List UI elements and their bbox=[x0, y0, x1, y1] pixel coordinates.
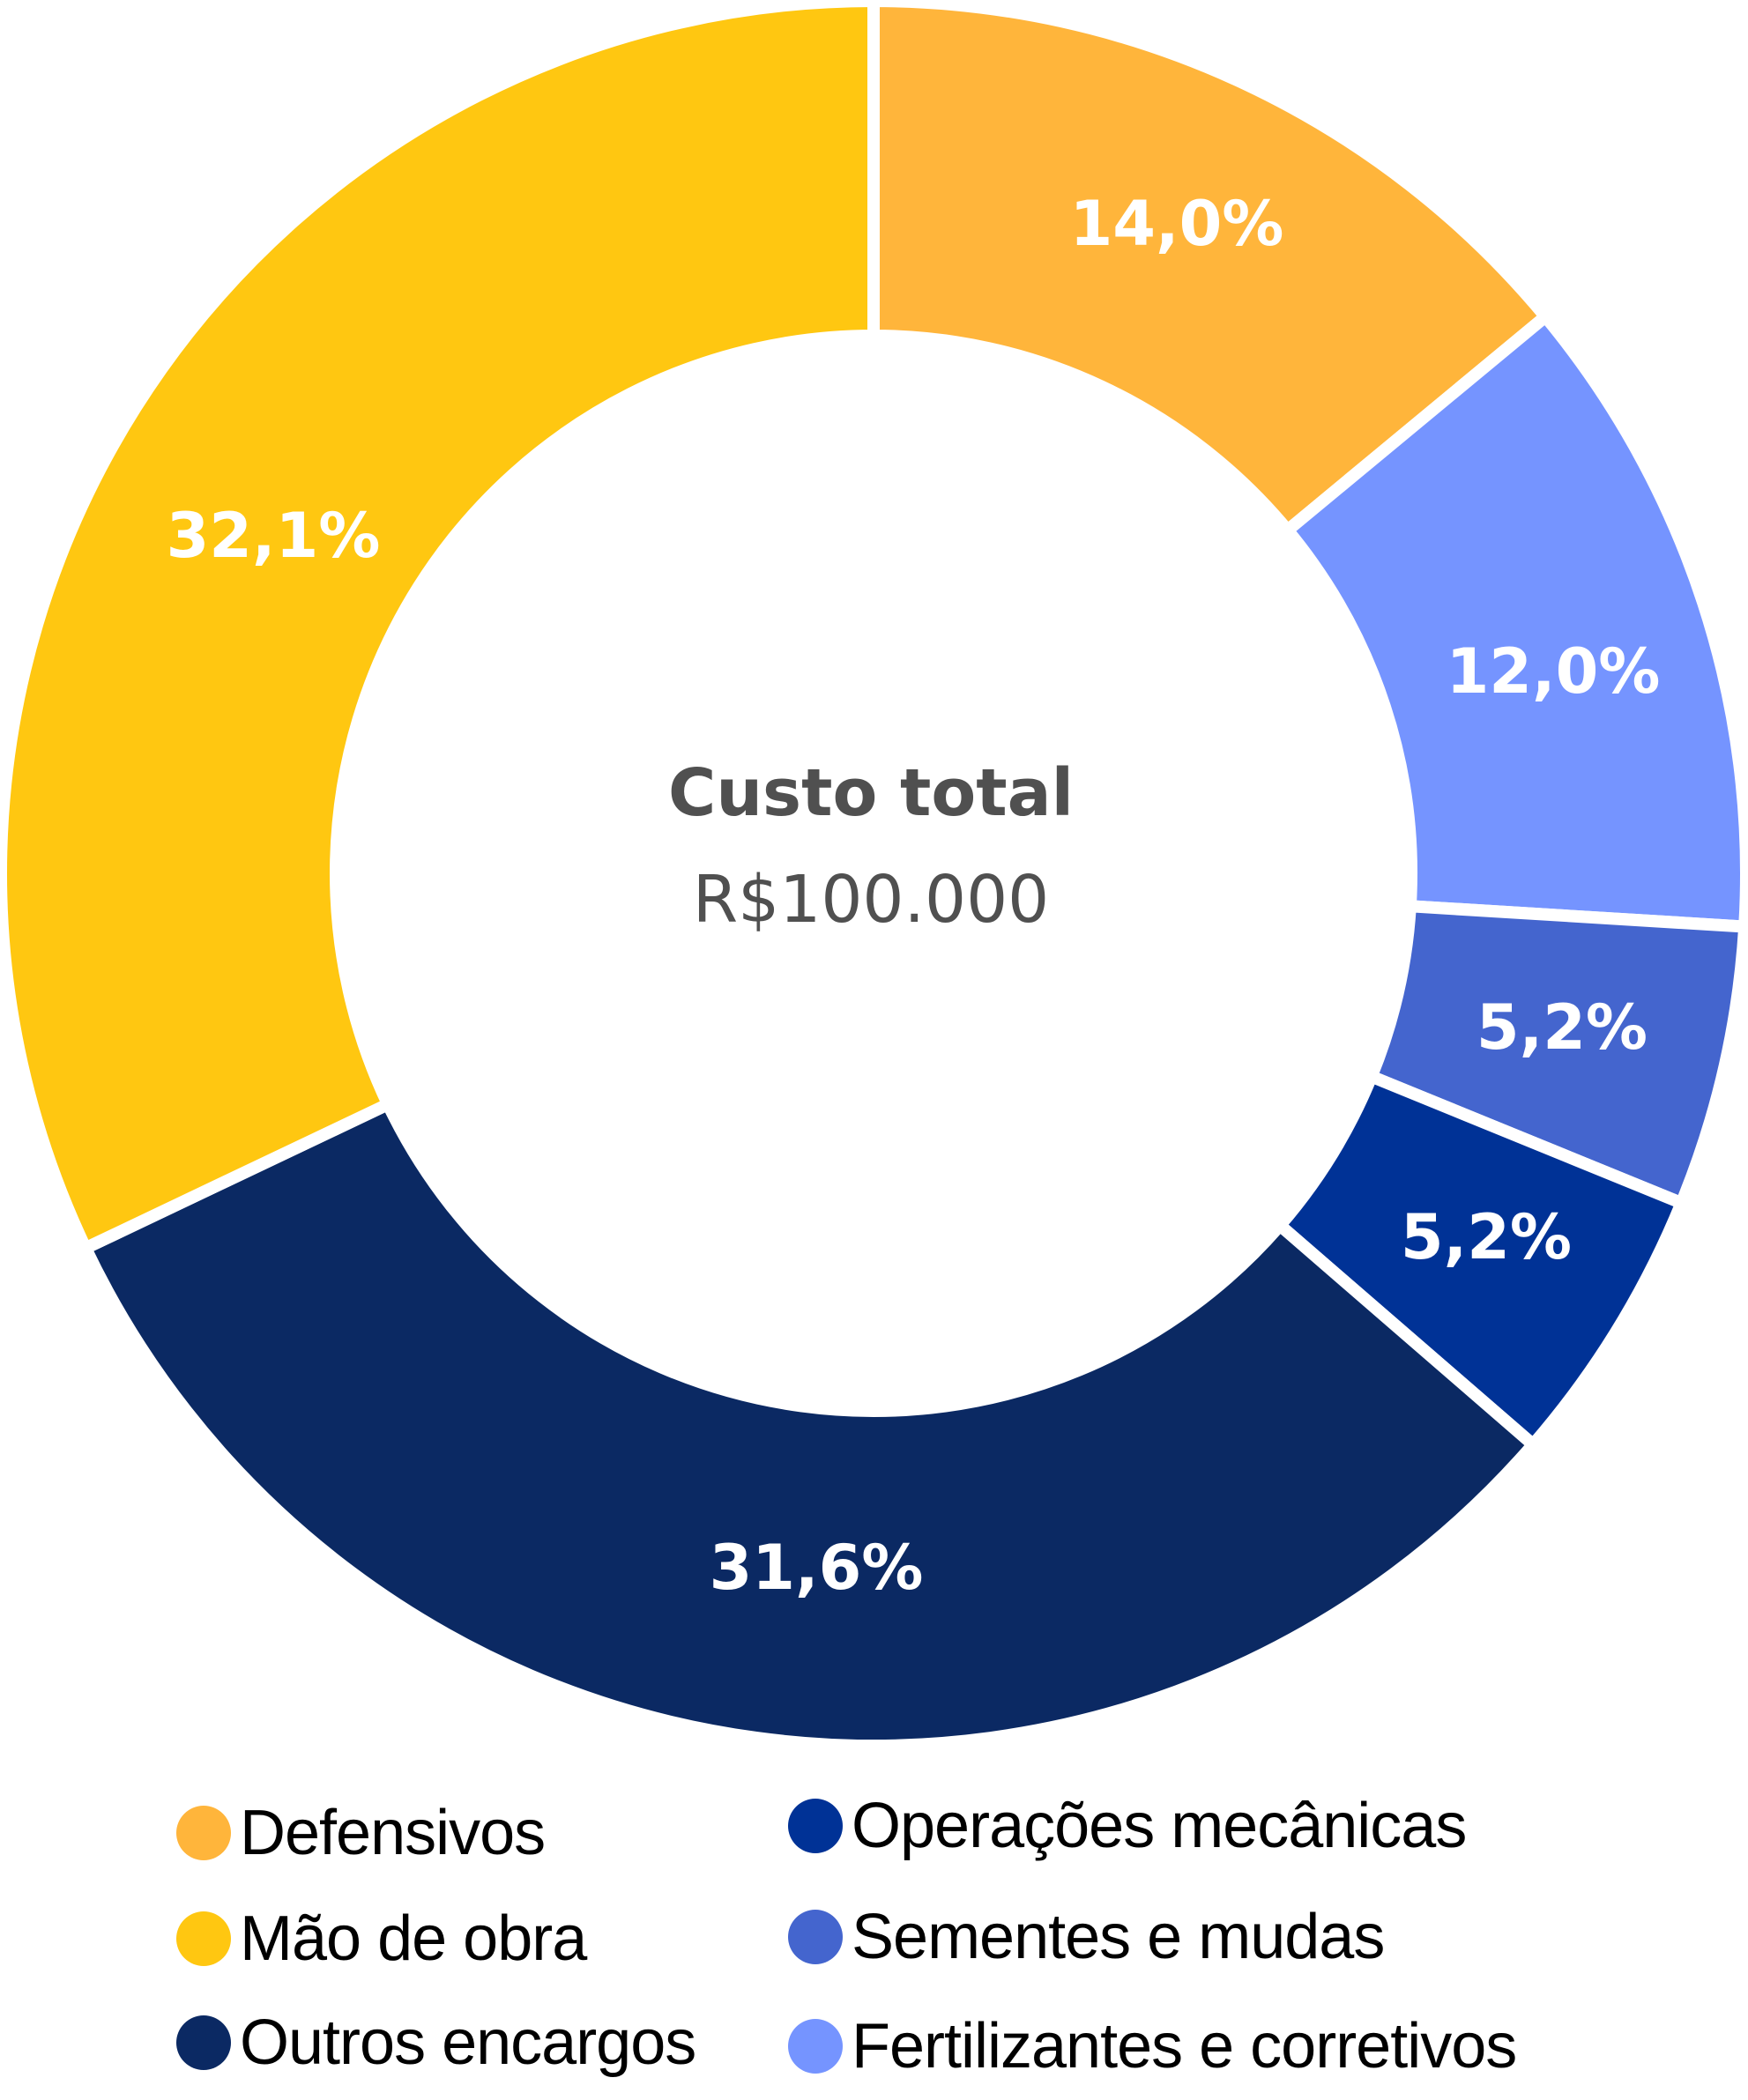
slice-label-sementes: 5,2% bbox=[1477, 991, 1648, 1064]
legend-label: Sementes e mudas bbox=[852, 1902, 1385, 1972]
slice-label-outros-encargos: 31,6% bbox=[710, 1532, 924, 1604]
slice-label-fertilizantes: 12,0% bbox=[1447, 635, 1661, 708]
donut-slice-fertilizantes-e-corretivos bbox=[1278, 308, 1748, 933]
legend-label: Outros encargos bbox=[240, 2007, 696, 2078]
donut-slices bbox=[0, 0, 1748, 1752]
legend-label: Defensivos bbox=[240, 1798, 546, 1868]
slice-labels: 14,0% 12,0% 5,2% 5,2% 31,6% 32,1% bbox=[167, 188, 1661, 1604]
donut-slice-defensivos bbox=[867, 0, 1555, 539]
center-value: R$100.000 bbox=[693, 862, 1050, 938]
donut-slice-outros-encargos bbox=[77, 1095, 1543, 1752]
slice-label-mao-de-obra: 32,1% bbox=[167, 500, 381, 572]
legend-dot-icon bbox=[176, 1911, 231, 1966]
legend-item-operacoes-mecanicas: Operações mecânicas bbox=[788, 1782, 1467, 1870]
legend-item-defensivos: Defensivos bbox=[176, 1789, 546, 1877]
legend-item-mao-de-obra: Mão de obra bbox=[176, 1895, 587, 1983]
legend-item-fertilizantes-e-corretivos: Fertilizantes e corretivos bbox=[788, 2002, 1517, 2090]
slice-label-operacoes: 5,2% bbox=[1401, 1201, 1572, 1273]
legend-item-outros-encargos: Outros encargos bbox=[176, 1999, 696, 2087]
legend-label: Operações mecânicas bbox=[852, 1791, 1467, 1861]
legend-label: Mão de obra bbox=[240, 1903, 587, 1974]
donut-chart: 14,0% 12,0% 5,2% 5,2% 31,6% 32,1% Custo … bbox=[0, 0, 1748, 1752]
legend: Defensivos Mão de obra Outros encargos O… bbox=[0, 1789, 1748, 2100]
legend-dot-icon bbox=[788, 1910, 843, 1964]
legend-item-sementes-e-mudas: Sementes e mudas bbox=[788, 1893, 1385, 1981]
donut-slice-mao-de-obra bbox=[0, 0, 880, 1257]
slice-label-defensivos: 14,0% bbox=[1070, 188, 1284, 260]
legend-dot-icon bbox=[176, 1806, 231, 1860]
legend-dot-icon bbox=[788, 1799, 843, 1853]
legend-dot-icon bbox=[788, 2019, 843, 2074]
legend-dot-icon bbox=[176, 2015, 231, 2070]
legend-label: Fertilizantes e corretivos bbox=[852, 2011, 1517, 2081]
center-title: Custo total bbox=[668, 755, 1074, 831]
